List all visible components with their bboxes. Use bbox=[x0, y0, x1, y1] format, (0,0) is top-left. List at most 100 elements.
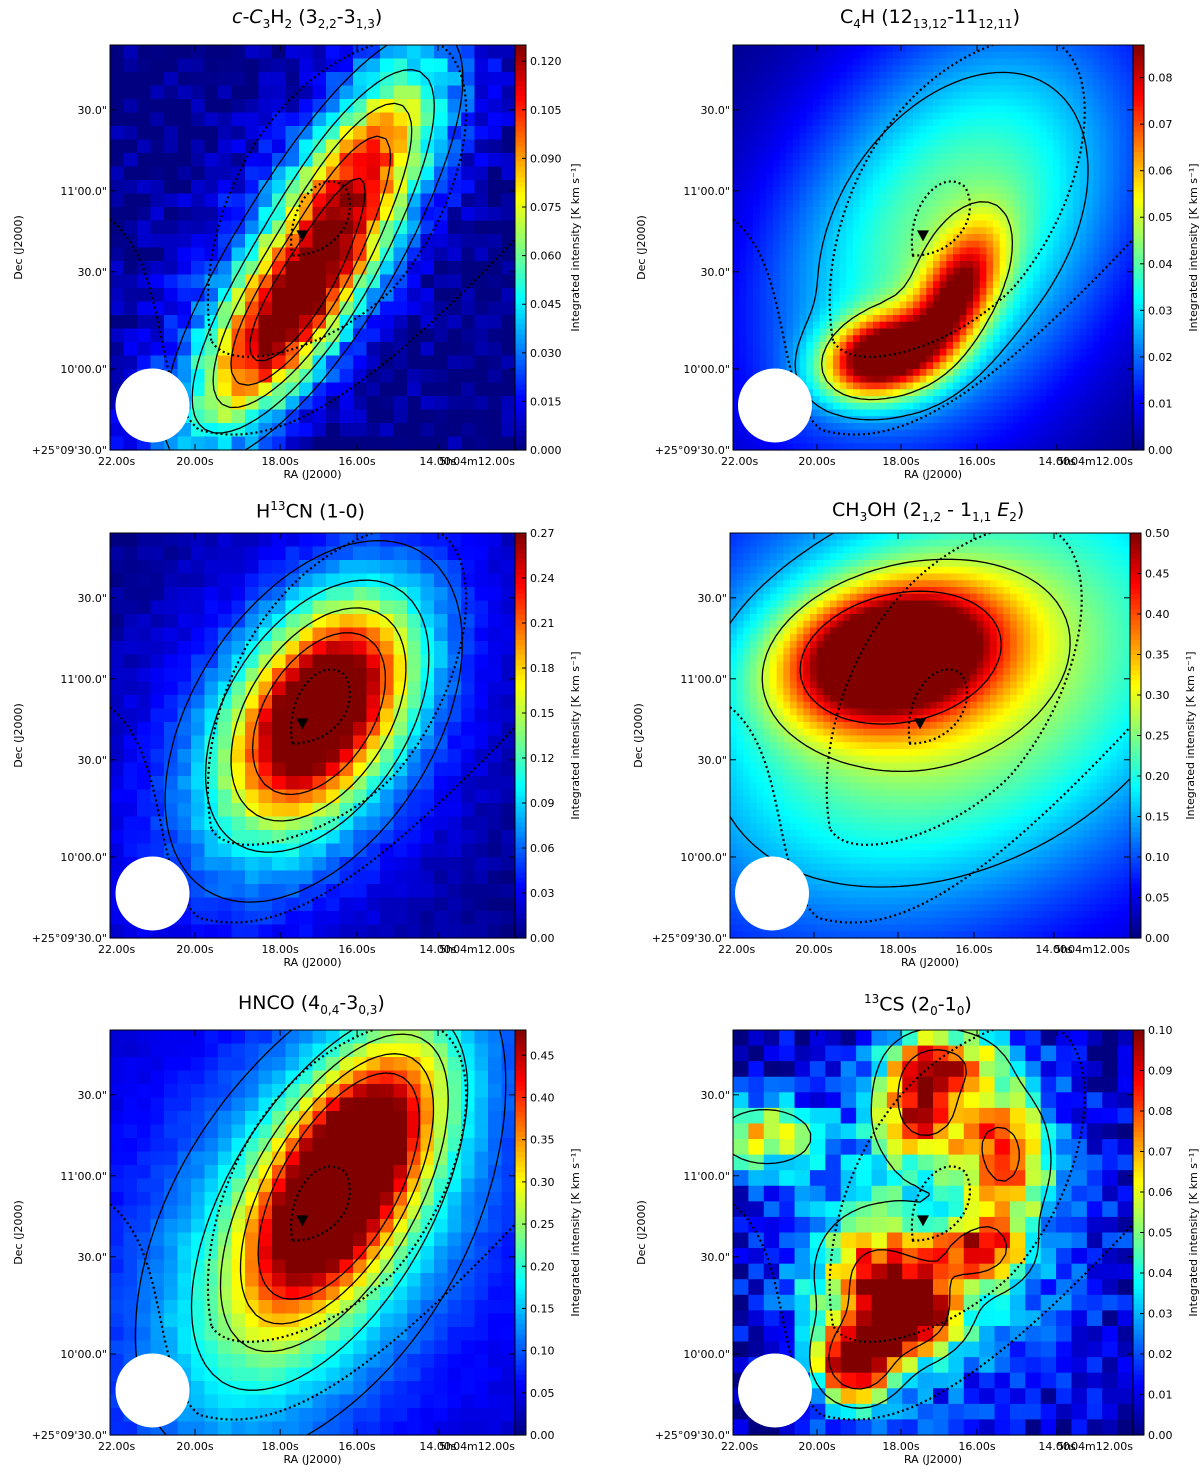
heatmap-cell bbox=[913, 119, 920, 126]
heatmap-cell bbox=[353, 396, 367, 410]
heatmap-cell bbox=[340, 383, 354, 397]
heatmap-cell bbox=[232, 99, 246, 113]
heatmap-cell bbox=[1026, 383, 1033, 390]
heatmap-cell bbox=[178, 601, 192, 615]
heatmap-cell bbox=[800, 133, 807, 140]
heatmap-cell bbox=[906, 369, 913, 376]
heatmap-cell bbox=[866, 423, 873, 430]
heatmap-cell bbox=[860, 315, 867, 322]
heatmap-cell bbox=[164, 99, 178, 113]
heatmap-cell bbox=[953, 342, 960, 349]
colorbar-label: Integrated intensity [K km s⁻¹] bbox=[1187, 163, 1200, 331]
heatmap-cell bbox=[906, 207, 913, 214]
heatmap-cell bbox=[960, 146, 967, 153]
heatmap-cell bbox=[846, 221, 853, 228]
colorbar-step bbox=[1133, 430, 1144, 436]
heatmap-cell bbox=[733, 376, 740, 383]
heatmap-cell bbox=[933, 200, 940, 207]
heatmap-cell bbox=[1060, 416, 1067, 423]
heatmap-cell bbox=[833, 322, 840, 329]
colorbar-step bbox=[1133, 177, 1144, 183]
heatmap-cell bbox=[1106, 113, 1113, 120]
heatmap-cell bbox=[1080, 173, 1087, 180]
heatmap-cell bbox=[866, 79, 873, 86]
heatmap-cell bbox=[913, 153, 920, 160]
heatmap-cell bbox=[1026, 45, 1033, 52]
heatmap-cell bbox=[1080, 275, 1087, 282]
heatmap-cell bbox=[733, 302, 740, 309]
heatmap-cell bbox=[1033, 356, 1040, 363]
heatmap-cell bbox=[110, 369, 124, 383]
heatmap-cell bbox=[1053, 234, 1060, 241]
heatmap-cell bbox=[840, 207, 847, 214]
heatmap-cell bbox=[1040, 167, 1047, 174]
heatmap-cell bbox=[880, 194, 887, 201]
heatmap-cell bbox=[740, 227, 747, 234]
heatmap-cell bbox=[1113, 234, 1120, 241]
heatmap-cell bbox=[137, 59, 151, 73]
heatmap-cell bbox=[259, 140, 273, 154]
heatmap-cell bbox=[286, 72, 300, 86]
heatmap-cell bbox=[906, 153, 913, 160]
heatmap-cell bbox=[1026, 167, 1033, 174]
heatmap-cell bbox=[900, 153, 907, 160]
heatmap-cell bbox=[1080, 160, 1087, 167]
heatmap-cell bbox=[340, 547, 354, 561]
heatmap-cell bbox=[933, 261, 940, 268]
heatmap-cell bbox=[866, 362, 873, 369]
heatmap-cell bbox=[900, 268, 907, 275]
heatmap-cell bbox=[953, 119, 960, 126]
heatmap-cell bbox=[1046, 194, 1053, 201]
heatmap-cell bbox=[746, 221, 753, 228]
heatmap-cell bbox=[1026, 329, 1033, 336]
heatmap-cell bbox=[740, 180, 747, 187]
heatmap-cell bbox=[1040, 52, 1047, 59]
heatmap-cell bbox=[733, 423, 740, 430]
heatmap-cell bbox=[394, 410, 408, 424]
heatmap-cell bbox=[753, 281, 760, 288]
heatmap-cell bbox=[806, 329, 813, 336]
heatmap-cell bbox=[753, 140, 760, 147]
heatmap-cell bbox=[773, 200, 780, 207]
heatmap-cell bbox=[793, 227, 800, 234]
heatmap-cell bbox=[886, 65, 893, 72]
heatmap-cell bbox=[502, 207, 516, 221]
heatmap-cell bbox=[906, 140, 913, 147]
colorbar-step bbox=[515, 136, 526, 142]
heatmap-cell bbox=[164, 59, 178, 73]
heatmap-cell bbox=[820, 437, 827, 444]
heatmap-cell bbox=[806, 335, 813, 342]
heatmap-cell bbox=[986, 443, 993, 450]
heatmap-cell bbox=[1120, 335, 1127, 342]
heatmap-cell bbox=[1020, 227, 1027, 234]
heatmap-cell bbox=[1100, 133, 1107, 140]
heatmap-cell bbox=[786, 200, 793, 207]
heatmap-cell bbox=[191, 547, 205, 561]
heatmap-cell bbox=[753, 59, 760, 66]
panel-title: H13CN (1-0) bbox=[256, 499, 365, 522]
colorbar-step bbox=[1133, 349, 1144, 355]
heatmap-cell bbox=[1100, 180, 1107, 187]
heatmap-cell bbox=[286, 45, 300, 59]
heatmap-cell bbox=[973, 194, 980, 201]
heatmap-cell bbox=[407, 221, 421, 235]
heatmap-cell bbox=[860, 268, 867, 275]
colorbar-step bbox=[1133, 106, 1144, 112]
heatmap-cell bbox=[940, 322, 947, 329]
heatmap-cell bbox=[873, 113, 880, 120]
heatmap-cell bbox=[786, 221, 793, 228]
heatmap-cell bbox=[1000, 173, 1007, 180]
heatmap-cell bbox=[1073, 45, 1080, 52]
heatmap-cell bbox=[906, 167, 913, 174]
heatmap-cell bbox=[820, 362, 827, 369]
heatmap-cell bbox=[1006, 349, 1013, 356]
heatmap-cell bbox=[1106, 383, 1113, 390]
heatmap-cell bbox=[826, 173, 833, 180]
heatmap-cell bbox=[1000, 248, 1007, 255]
heatmap-cell bbox=[960, 92, 967, 99]
heatmap-cell bbox=[110, 574, 124, 588]
heatmap-cell bbox=[421, 234, 435, 248]
heatmap-cell bbox=[1113, 430, 1120, 437]
heatmap-cell bbox=[124, 342, 138, 356]
heatmap-cell bbox=[980, 369, 987, 376]
